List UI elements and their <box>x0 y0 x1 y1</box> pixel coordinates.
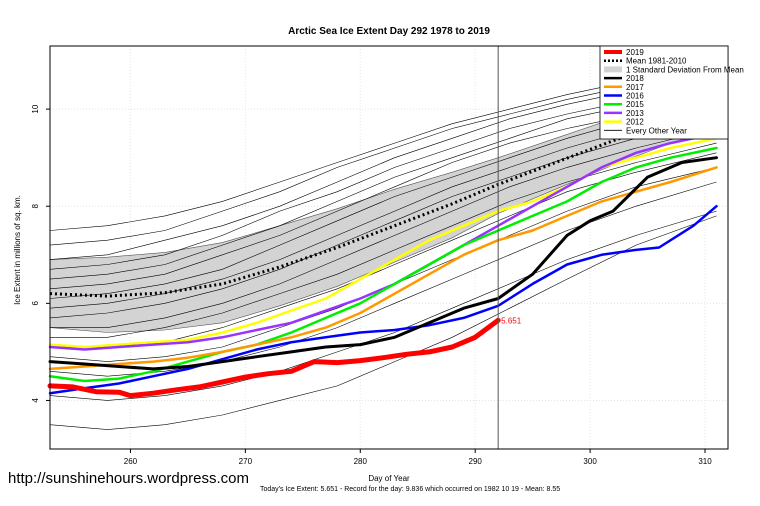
series-line-2018 <box>48 156 718 371</box>
other-year-line <box>49 94 717 280</box>
series-line-2019 <box>47 317 501 399</box>
legend-label: 2015 <box>626 100 644 109</box>
other-year-line <box>49 79 717 260</box>
other-year-line <box>50 128 717 328</box>
x-tick-label: 260 <box>124 457 138 466</box>
legend-label: 2016 <box>626 92 644 101</box>
legend-swatch <box>604 66 622 73</box>
other-year-line <box>49 99 717 290</box>
mean-line <box>49 105 717 298</box>
legend-label: 2017 <box>626 83 644 92</box>
legend-label: 2013 <box>626 109 644 118</box>
other-year-line <box>49 89 717 270</box>
other-year-line <box>49 113 717 309</box>
other-year-line <box>49 215 717 430</box>
plot-frame <box>49 45 729 450</box>
highlighted-series: 5.651 <box>47 46 718 449</box>
y-axis-label: Ice Extent in millions of sq. km. <box>13 195 22 305</box>
other-year-line <box>49 104 717 299</box>
watermark: http://sunshinehours.wordpress.com <box>8 470 249 487</box>
legend-label: 1 Standard Deviation From Mean <box>626 65 744 74</box>
other-year-line <box>49 74 717 246</box>
other-year-line <box>49 70 717 231</box>
footer-note: Today's Ice Extent: 5.651 - Record for t… <box>260 486 561 493</box>
legend-label: 2019 <box>626 48 644 57</box>
legend-label: 2018 <box>626 74 644 83</box>
axes: 260 270 280 290 300 310 4 6 8 10 <box>31 45 729 466</box>
x-tick-label: 280 <box>354 457 368 466</box>
y-tick-label: 6 <box>31 301 40 306</box>
legend-label: Mean 1981-2010 <box>626 57 687 66</box>
y-tick-label: 8 <box>31 203 40 208</box>
x-axis-label: Day of Year <box>368 474 410 483</box>
chart-title: Arctic Sea Ice Extent Day 292 1978 to 20… <box>288 26 490 37</box>
x-tick-label: 310 <box>698 457 712 466</box>
series-line-2013 <box>48 132 718 351</box>
x-tick-label: 290 <box>469 457 483 466</box>
other-year-line <box>49 118 717 319</box>
y-tick-label: 10 <box>31 104 40 113</box>
y-tick-label: 4 <box>31 398 40 403</box>
legend-label: Every Other Year <box>626 126 687 135</box>
x-tick-label: 270 <box>239 457 253 466</box>
series-line-2016 <box>48 204 718 395</box>
x-tick-label: 300 <box>583 457 597 466</box>
end-value-label: 5.651 <box>501 316 522 325</box>
legend-label: 2012 <box>626 118 644 127</box>
other-year-line <box>50 142 717 338</box>
series-line-2017 <box>48 166 718 371</box>
